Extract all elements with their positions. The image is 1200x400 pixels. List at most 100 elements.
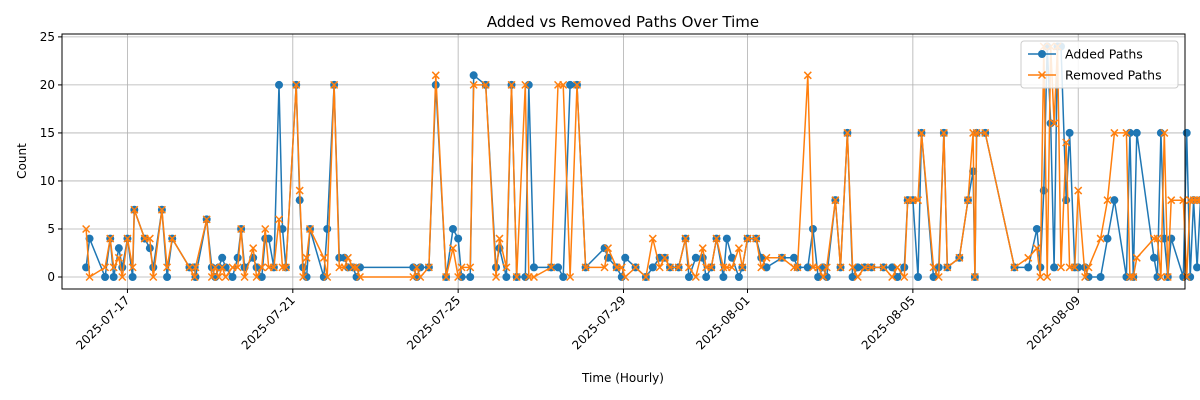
- data-point: [752, 234, 761, 243]
- x-tick-label: 2025-07-17: [73, 293, 132, 352]
- data-point: [762, 253, 771, 262]
- data-point: [969, 128, 978, 137]
- data-point: [929, 272, 938, 281]
- data-point: [762, 263, 771, 272]
- data-point: [738, 263, 747, 272]
- data-point: [521, 80, 530, 89]
- legend: Added Paths Removed Paths: [1020, 40, 1179, 89]
- data-point: [843, 128, 852, 137]
- data-point: [1149, 253, 1158, 262]
- data-point: [1074, 186, 1083, 195]
- data-point: [454, 234, 463, 243]
- x-tick-label: 2025-07-21: [239, 293, 298, 352]
- data-point: [448, 224, 457, 233]
- data-point: [631, 263, 640, 272]
- data-point: [1010, 263, 1019, 272]
- series-removed: [82, 42, 1200, 282]
- data-point: [1024, 253, 1033, 262]
- data-point: [1110, 128, 1119, 137]
- data-point: [867, 263, 876, 272]
- data-point: [566, 80, 575, 89]
- data-point: [114, 244, 123, 253]
- data-point: [559, 80, 568, 89]
- data-point: [893, 263, 902, 272]
- data-point: [302, 253, 311, 262]
- y-tick-label: 15: [40, 126, 55, 140]
- data-point: [1070, 263, 1079, 272]
- data-point: [466, 263, 475, 272]
- data-point: [214, 272, 223, 282]
- data-point: [319, 253, 328, 262]
- data-point: [85, 272, 94, 282]
- data-point: [1186, 196, 1195, 205]
- data-point: [269, 263, 278, 272]
- data-point: [168, 234, 177, 243]
- data-point: [572, 80, 582, 89]
- data-point: [299, 272, 308, 282]
- data-point: [917, 128, 926, 137]
- data-point: [972, 128, 981, 137]
- data-point: [621, 272, 630, 282]
- data-point: [648, 234, 657, 243]
- data-point: [1132, 253, 1141, 262]
- data-point: [233, 263, 242, 272]
- data-point: [939, 128, 948, 137]
- data-point: [409, 272, 418, 282]
- legend-label: Added Paths: [1065, 47, 1143, 62]
- data-point: [529, 263, 538, 272]
- data-point: [1103, 234, 1112, 243]
- data-point: [233, 253, 242, 262]
- data-point: [323, 224, 332, 233]
- data-point: [1193, 263, 1200, 272]
- data-point: [547, 263, 556, 272]
- data-point: [278, 263, 287, 272]
- y-tick-label: 20: [40, 78, 55, 92]
- data-point: [822, 263, 831, 272]
- data-point: [355, 272, 365, 282]
- data-point: [1062, 138, 1071, 147]
- data-point: [207, 272, 216, 282]
- data-point: [617, 263, 626, 272]
- data-point: [641, 272, 650, 282]
- data-point: [1065, 128, 1074, 137]
- data-point: [566, 272, 575, 282]
- data-point: [1096, 234, 1105, 243]
- data-point: [943, 263, 952, 272]
- data-point: [492, 272, 501, 282]
- data-point: [831, 196, 840, 205]
- data-point: [684, 272, 693, 281]
- data-point: [888, 263, 897, 272]
- data-point: [913, 196, 923, 205]
- data-point: [888, 272, 897, 282]
- data-point: [1132, 128, 1141, 137]
- data-point: [145, 234, 154, 243]
- legend-box: [1020, 40, 1179, 89]
- data-point: [323, 272, 332, 282]
- data-point: [191, 263, 200, 272]
- data-point: [698, 244, 707, 253]
- data-point: [860, 263, 869, 272]
- data-point: [1189, 196, 1198, 205]
- data-point: [221, 272, 230, 282]
- data-point: [257, 272, 266, 281]
- data-point: [454, 272, 463, 282]
- series-line: [85, 45, 1200, 278]
- data-point: [1163, 272, 1172, 282]
- data-point: [343, 253, 352, 262]
- data-point: [340, 263, 349, 272]
- data-point: [118, 272, 127, 282]
- data-point: [82, 224, 91, 234]
- data-point: [240, 272, 249, 282]
- data-point: [743, 234, 752, 243]
- legend-marker: [1038, 50, 1046, 58]
- legend-label: Removed Paths: [1065, 68, 1162, 83]
- data-point: [1056, 263, 1066, 272]
- data-point: [793, 263, 802, 272]
- data-point: [202, 215, 211, 224]
- data-point: [106, 234, 115, 243]
- data-point: [211, 263, 220, 272]
- data-point: [507, 80, 516, 89]
- data-point: [261, 224, 270, 234]
- data-point: [249, 244, 258, 253]
